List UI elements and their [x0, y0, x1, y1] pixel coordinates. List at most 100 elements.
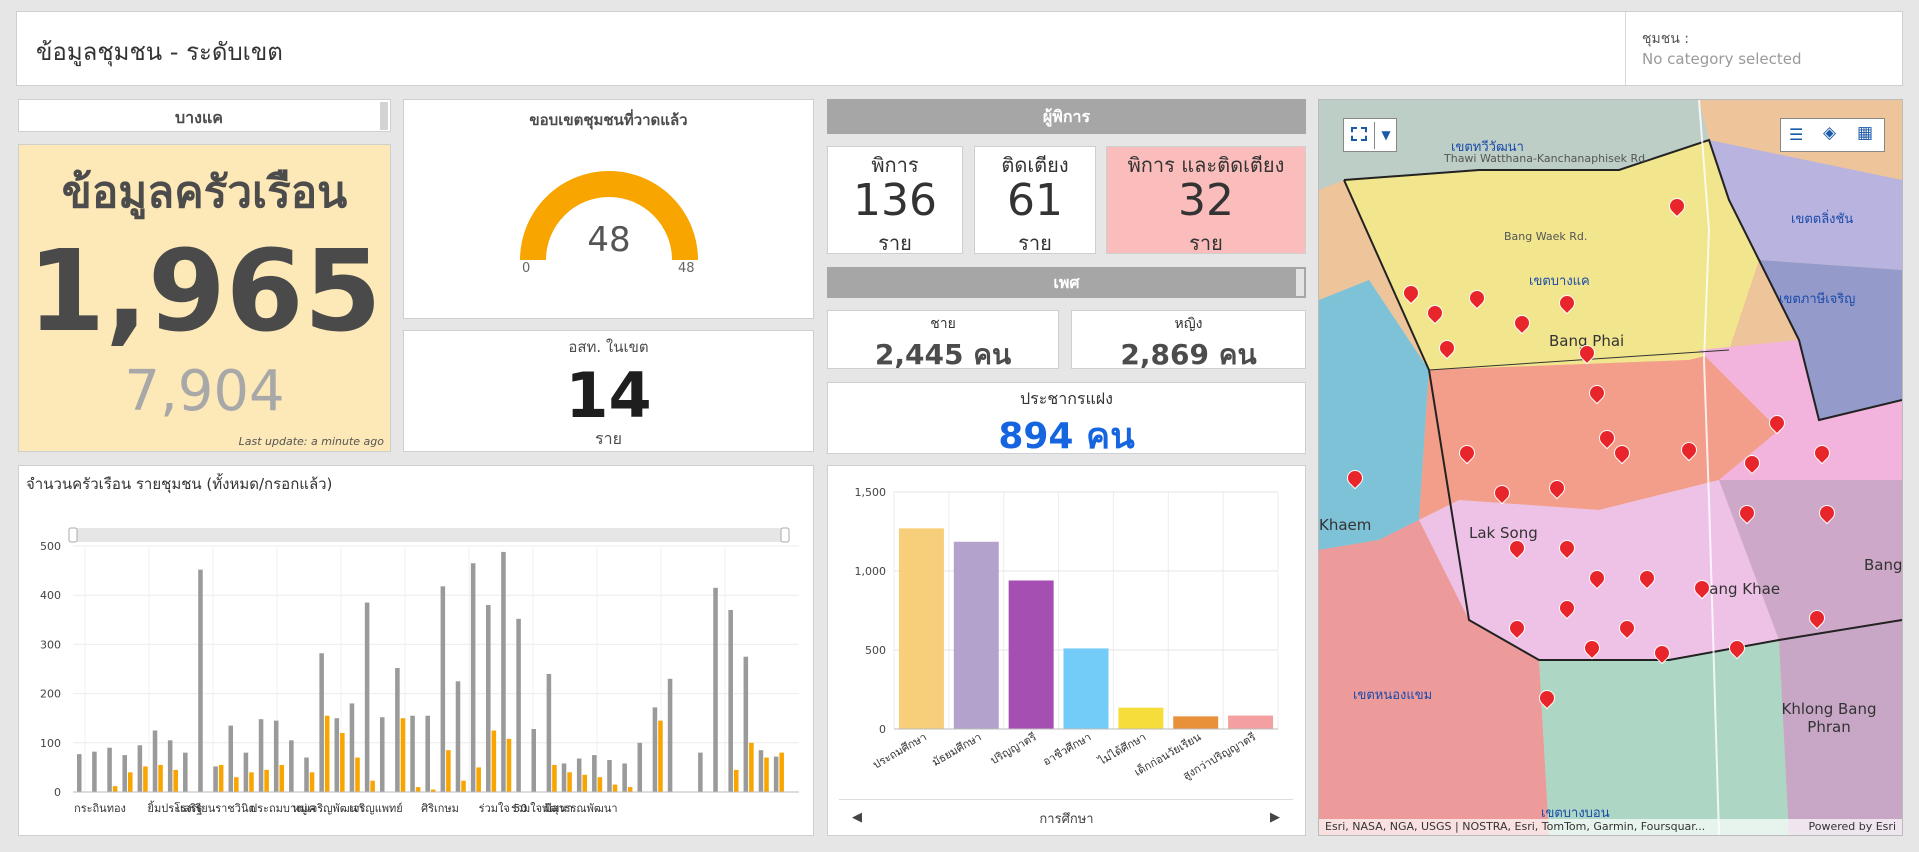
bar-total	[546, 673, 552, 792]
map-pin[interactable]	[1465, 286, 1489, 310]
map-pin[interactable]	[1490, 481, 1514, 505]
bar-1	[953, 541, 999, 729]
bar-5	[1173, 716, 1219, 729]
map-pin[interactable]	[1510, 311, 1534, 335]
map-pin[interactable]	[1580, 636, 1604, 660]
map-attribution[interactable]: Esri, NASA, NGA, USGS | NOSTRA, Esri, To…	[1325, 820, 1706, 833]
bar-filled	[370, 780, 375, 792]
bar-total	[379, 717, 385, 792]
map-pin[interactable]	[1815, 501, 1839, 525]
bar-filled	[127, 772, 133, 792]
household-filled: 7,904	[124, 359, 285, 424]
map-pin[interactable]	[1505, 536, 1529, 560]
map-pin[interactable]	[1725, 636, 1749, 660]
bar-total	[167, 740, 173, 792]
map-pin[interactable]	[1545, 476, 1569, 500]
map-pin[interactable]	[1615, 616, 1639, 640]
y-tick-label: 100	[40, 737, 61, 750]
bar-total	[395, 668, 400, 792]
map-pin[interactable]	[1595, 426, 1619, 450]
zone-phasi-charoen	[1759, 260, 1902, 420]
bar-filled	[309, 772, 315, 792]
legend-icon[interactable]: ☰	[1789, 125, 1804, 144]
select-region-icon[interactable]	[1351, 127, 1367, 141]
map-label-phasi-charoen: เขตภาษีเจริญ	[1779, 292, 1856, 307]
map-attribution-bar: Esri, NASA, NGA, USGS | NOSTRA, Esri, To…	[1319, 819, 1902, 835]
basemap-gallery-icon[interactable]: ▦	[1857, 123, 1874, 143]
bar-total	[137, 745, 143, 792]
map-pin[interactable]	[1575, 341, 1599, 365]
district-scrollbar[interactable]	[380, 102, 388, 130]
map-select-tool[interactable]: ▼	[1343, 118, 1397, 152]
map-pin[interactable]	[1423, 301, 1447, 325]
bar-total	[667, 678, 673, 792]
bar-total	[183, 752, 188, 792]
map-pin[interactable]	[1665, 194, 1689, 218]
household-title: ข้อมูลครัวเรือน	[61, 167, 348, 218]
community-filter-value[interactable]: No category selected	[1642, 50, 1802, 68]
disability-card-3: พิการ และติดเตียง 32 ราย	[1106, 146, 1306, 255]
gender-scrollbar[interactable]	[1296, 269, 1304, 296]
map-pin[interactable]	[1555, 291, 1579, 315]
gauge-title: ขอบเขตชุมชนที่วาดแล้ว	[529, 111, 688, 129]
bar-filled	[430, 789, 436, 792]
male-indicator: ชาย 2,445 คน	[827, 310, 1059, 371]
disability-label-1: พิการ	[871, 153, 919, 177]
community-filter[interactable]: ชุมชน : No category selected	[1625, 12, 1903, 85]
map-pin[interactable]	[1635, 566, 1659, 590]
map-pin[interactable]	[1805, 606, 1829, 630]
map-pin[interactable]	[1399, 281, 1423, 305]
disability-value-1: 136	[853, 175, 937, 226]
map-pin[interactable]	[1650, 641, 1674, 665]
disability-unit-2: ราย	[1018, 231, 1052, 255]
map-panel[interactable]: เขตทวีวัฒนา Thawi Watthana-Kanchanaphise…	[1318, 99, 1903, 836]
map-pin[interactable]	[1735, 501, 1759, 525]
map-pin[interactable]	[1555, 536, 1579, 560]
map-pin[interactable]	[1435, 336, 1459, 360]
map-pin[interactable]	[1765, 411, 1789, 435]
next-category-button[interactable]: ▶	[1270, 810, 1280, 825]
x-tick-label: หมู่เจริญพัฒนา	[293, 802, 364, 815]
bar-total	[637, 742, 643, 792]
map-pin[interactable]	[1505, 616, 1529, 640]
prev-category-button[interactable]: ◀	[852, 810, 862, 825]
layers-icon[interactable]: ◈	[1823, 123, 1837, 143]
household-chart-panel: จำนวนครัวเรือน รายชุมชน (ทั้งหมด/กรอกแล้…	[18, 465, 814, 836]
map-pin[interactable]	[1740, 451, 1764, 475]
map-pin[interactable]	[1343, 466, 1367, 490]
bar-total	[92, 751, 97, 792]
map-pin[interactable]	[1535, 686, 1559, 710]
bar-filled	[491, 730, 497, 792]
map-pin[interactable]	[1585, 566, 1609, 590]
x-tick-label: มัธยมศึกษา	[930, 730, 984, 769]
district-list[interactable]: บางแค	[18, 99, 391, 132]
map-pin[interactable]	[1690, 576, 1714, 600]
map-pin[interactable]	[1810, 441, 1834, 465]
district-item-bangkhae[interactable]: บางแค	[175, 108, 223, 127]
chart-scroll-track	[73, 528, 789, 542]
bar-total	[607, 760, 612, 792]
district-boundary-2	[1428, 369, 1902, 661]
bar-filled	[264, 769, 269, 792]
bar-total	[576, 758, 582, 792]
chevron-down-icon[interactable]: ▼	[1374, 122, 1397, 149]
powered-by-esri[interactable]: Powered by Esri	[1808, 820, 1896, 833]
bar-filled	[749, 742, 754, 792]
education-chart: 0 500 1,000 1,500 ประถมศึกษา มัธยมศึกษา ปริญญา…	[855, 486, 1279, 783]
hidden-population-value: 894 คน	[998, 416, 1135, 457]
map-pin[interactable]	[1455, 441, 1479, 465]
map-label-lak-song: Lak Song	[1469, 524, 1538, 542]
map-pin[interactable]	[1677, 438, 1701, 462]
map-pin[interactable]	[1555, 596, 1579, 620]
map-pin[interactable]	[1585, 381, 1609, 405]
y-tick-label: 1,500	[855, 486, 887, 499]
bar-4	[1118, 707, 1164, 729]
gauge-min: 0	[522, 261, 531, 276]
bar-total	[258, 719, 264, 792]
household-total: 1,965	[27, 227, 382, 357]
map-pin[interactable]	[1610, 441, 1634, 465]
bar-total	[334, 718, 340, 792]
education-chart-panel: 0 500 1,000 1,500 ประถมศึกษา มัธยมศึกษา ปริญญา…	[827, 465, 1306, 836]
bar-filled	[218, 764, 224, 792]
female-value: 2,869 คน	[1120, 338, 1257, 371]
